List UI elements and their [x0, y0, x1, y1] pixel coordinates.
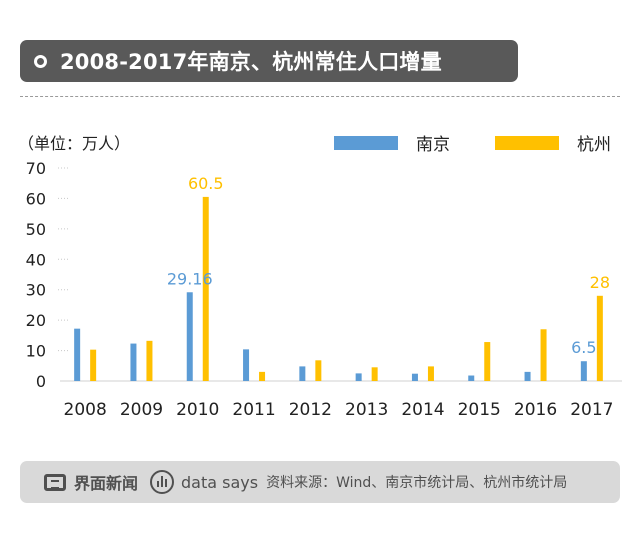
bar-hangzhou-2009	[146, 340, 153, 381]
x-tick-label: 2008	[64, 400, 107, 420]
bar-nanjing-2014	[411, 373, 418, 381]
bar-hangzhou-2017	[596, 295, 603, 381]
bar-nanjing-2011	[243, 349, 250, 381]
bar-nanjing-2015	[468, 375, 475, 381]
legend-label-hangzhou: 杭州	[577, 135, 611, 155]
title-bullet-icon	[34, 54, 47, 68]
bar-hangzhou-2015	[484, 342, 491, 381]
legend-item-nanjing: 南京	[334, 130, 450, 155]
bar-hangzhou-2016	[540, 329, 547, 381]
y-tick-label: 60	[26, 189, 46, 208]
bar-hangzhou-2014	[427, 366, 434, 381]
x-tick-label: 2014	[401, 400, 444, 420]
y-tick-label: 0	[36, 372, 46, 391]
bar-nanjing-2008	[74, 328, 81, 381]
page-title: 2008-2017年南京、杭州常住人口增量	[60, 50, 442, 74]
source-note: 资料来源：Wind、南京市统计局、杭州市统计局	[266, 475, 568, 491]
x-tick-label: 2010	[176, 400, 219, 420]
y-tick-label: 70	[26, 159, 46, 178]
x-tick-label: 2009	[120, 400, 163, 420]
x-tick-label: 2015	[458, 400, 501, 420]
brand-name: 界面新闻	[74, 474, 139, 493]
bar-nanjing-2013	[355, 373, 362, 381]
bar-nanjing-2017	[580, 361, 587, 381]
legend-swatch-hangzhou	[495, 135, 559, 150]
data-label: 28	[590, 273, 610, 292]
divider	[20, 96, 620, 97]
bar-hangzhou-2012	[315, 360, 322, 381]
bar-nanjing-2016	[524, 371, 531, 381]
legend-label-nanjing: 南京	[416, 135, 450, 155]
y-tick-label: 10	[26, 342, 46, 361]
data-label: 60.5	[188, 174, 224, 193]
x-tick-label: 2016	[514, 400, 557, 420]
bar-nanjing-2009	[130, 343, 137, 381]
x-tick-label: 2017	[570, 400, 613, 420]
y-tick-label: 20	[26, 311, 46, 330]
x-tick-label: 2012	[289, 400, 332, 420]
bar-chart: 0 10 20 30 40 50 60 70 2008 2009 2010 2011 2012 2013 2…	[26, 159, 622, 420]
bar-nanjing-2012	[299, 366, 306, 381]
jiemian-logo-icon	[44, 473, 66, 491]
y-tick-label: 40	[26, 250, 46, 269]
data-label: 29.16	[167, 269, 213, 288]
legend-item-hangzhou: 杭州	[495, 130, 611, 155]
bar-hangzhou-2010	[202, 196, 209, 381]
bar-hangzhou-2011	[259, 371, 266, 381]
x-tick-label: 2011	[232, 400, 275, 420]
legend-swatch-nanjing	[334, 135, 398, 150]
title-bar: 2008-2017年南京、杭州常住人口增量	[20, 40, 518, 82]
unit-label: （单位：万人）	[18, 134, 131, 153]
y-tick-label: 30	[26, 281, 46, 300]
bar-hangzhou-2008	[90, 349, 97, 381]
data-label: 6.5	[571, 338, 596, 357]
bar-hangzhou-2013	[371, 367, 378, 381]
bar-nanjing-2010	[186, 292, 193, 381]
data-says-label: data says	[181, 472, 259, 492]
footer: 界面新闻 data says 资料来源：Wind、南京市统计局、杭州市统计局	[20, 461, 620, 503]
y-tick-label: 50	[26, 220, 46, 239]
data-says-icon	[150, 470, 175, 494]
x-tick-label: 2013	[345, 400, 388, 420]
